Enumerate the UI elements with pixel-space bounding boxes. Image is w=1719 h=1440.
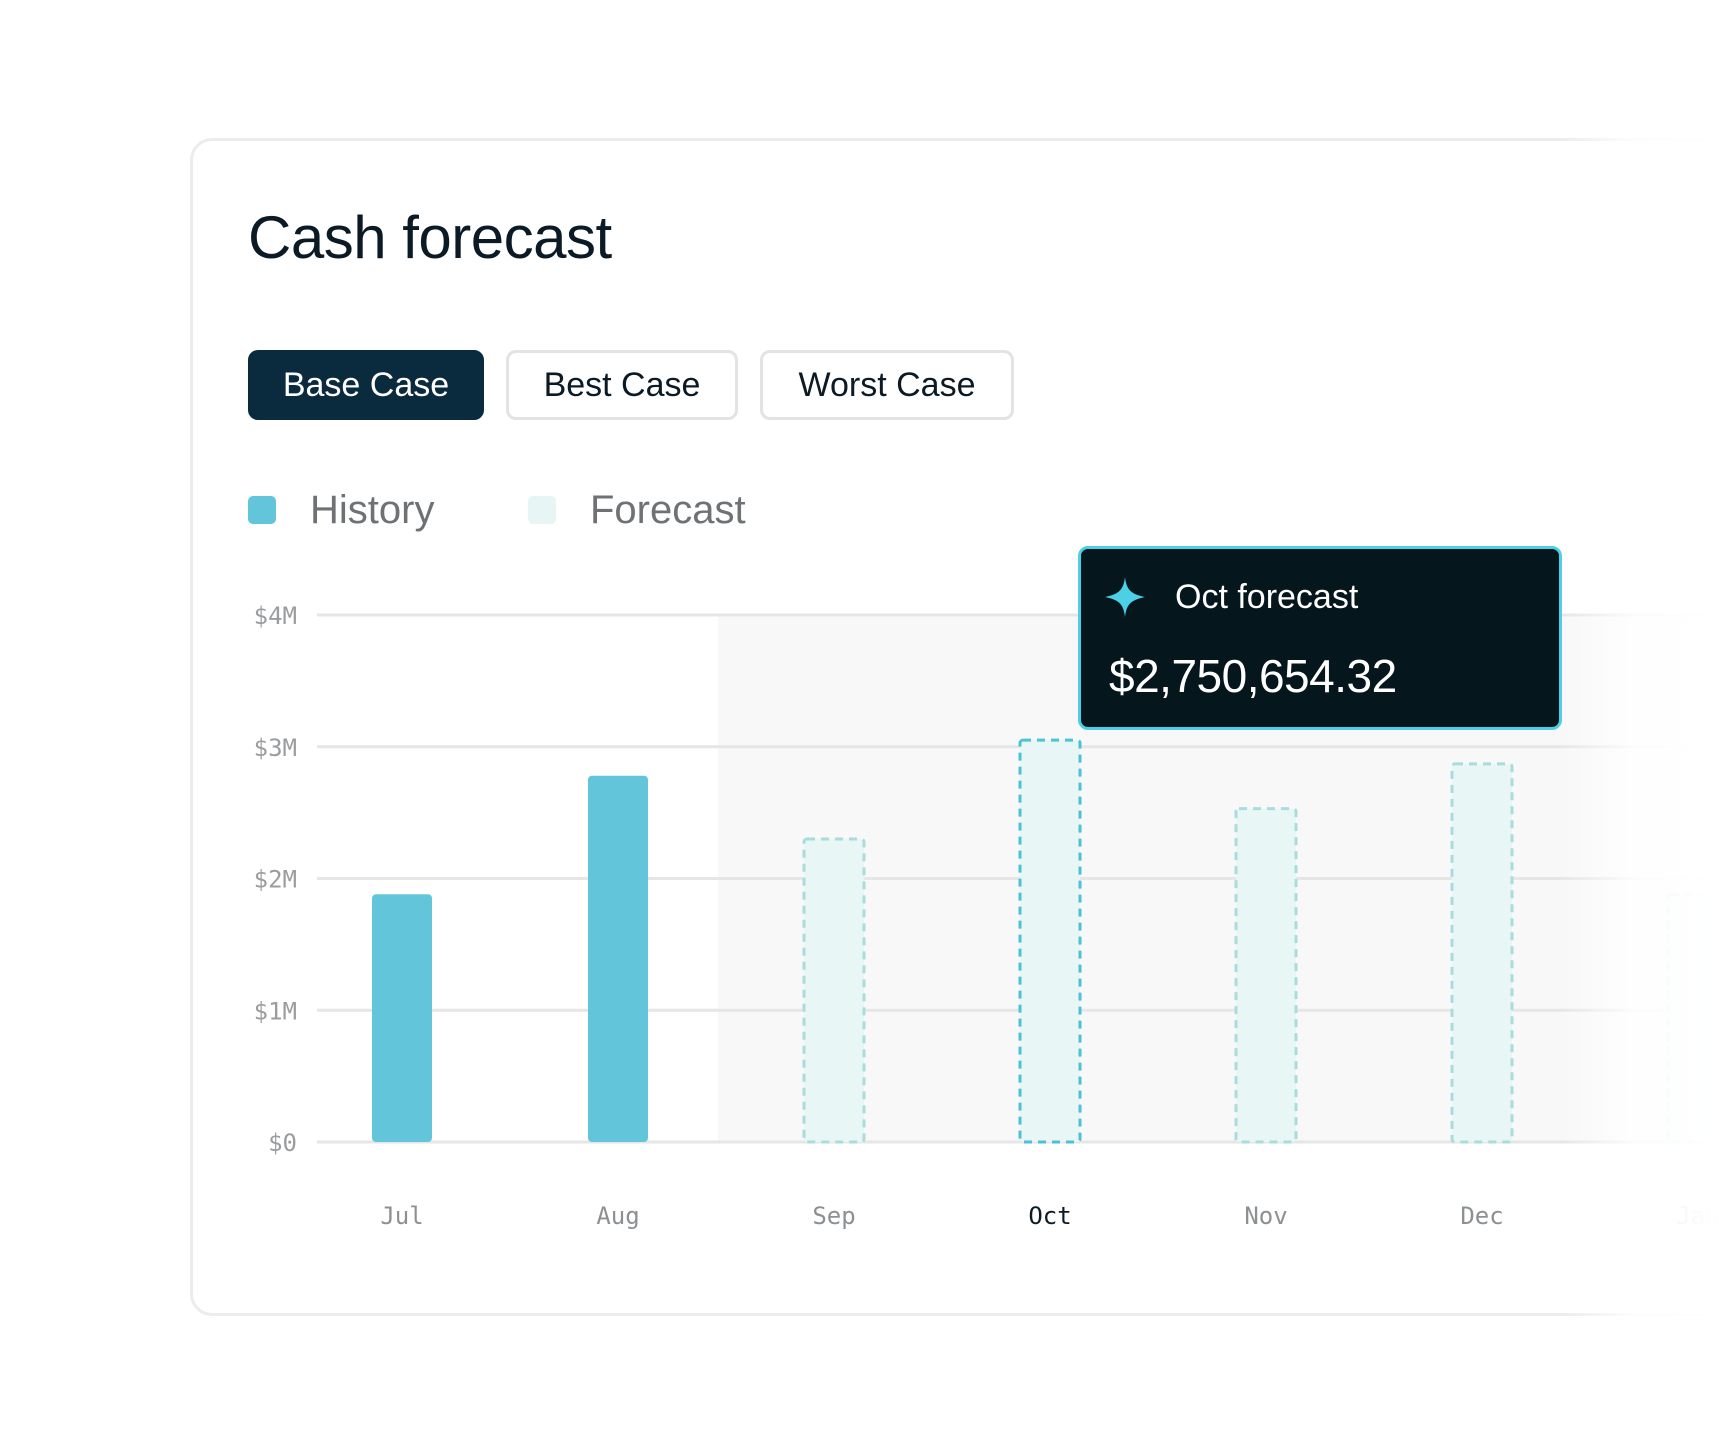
legend-label-forecast: Forecast xyxy=(590,487,746,532)
tooltip-title: Oct forecast xyxy=(1175,577,1359,616)
forecast-bar xyxy=(1450,762,1514,1144)
y-tick-label: $0 xyxy=(268,1129,297,1157)
x-tick-label: Nov xyxy=(1244,1202,1287,1230)
x-tick-label: Oct xyxy=(1028,1202,1071,1230)
tooltip-value: $2,750,654.32 xyxy=(1109,650,1397,702)
forecast-bar xyxy=(1666,892,1719,1144)
history-bar xyxy=(588,775,648,1142)
y-tick-label: $3M xyxy=(254,734,297,762)
history-bar xyxy=(372,894,432,1142)
legend-item-forecast: Forecast xyxy=(528,486,746,534)
tab-best-case[interactable]: Best Case xyxy=(506,350,738,420)
x-tick-label: Jan xyxy=(1676,1202,1719,1230)
y-tick-label: $2M xyxy=(254,866,297,894)
x-tick-label: Sep xyxy=(812,1202,855,1230)
legend-item-history: History xyxy=(248,486,434,534)
tab-base-case[interactable]: Base Case xyxy=(248,350,484,420)
tooltip-header: Oct forecast xyxy=(1105,577,1358,617)
x-tick-label: Dec xyxy=(1460,1202,1503,1230)
x-tick-label: Aug xyxy=(596,1202,639,1230)
legend-label-history: History xyxy=(310,487,435,532)
y-tick-label: $4M xyxy=(254,602,297,630)
forecast-tooltip: Oct forecast $2,750,654.32 xyxy=(1078,546,1562,730)
y-tick-label: $1M xyxy=(254,997,297,1025)
legend-swatch-forecast xyxy=(528,496,556,524)
page-title: Cash forecast xyxy=(248,204,612,271)
tab-worst-case[interactable]: Worst Case xyxy=(760,350,1014,420)
legend-swatch-history xyxy=(248,496,276,524)
forecast-bar-highlighted xyxy=(1018,738,1082,1144)
forecast-bar xyxy=(1234,807,1298,1144)
x-tick-label: Jul xyxy=(380,1202,423,1230)
forecast-bar xyxy=(802,837,866,1144)
sparkle-icon xyxy=(1105,577,1145,617)
